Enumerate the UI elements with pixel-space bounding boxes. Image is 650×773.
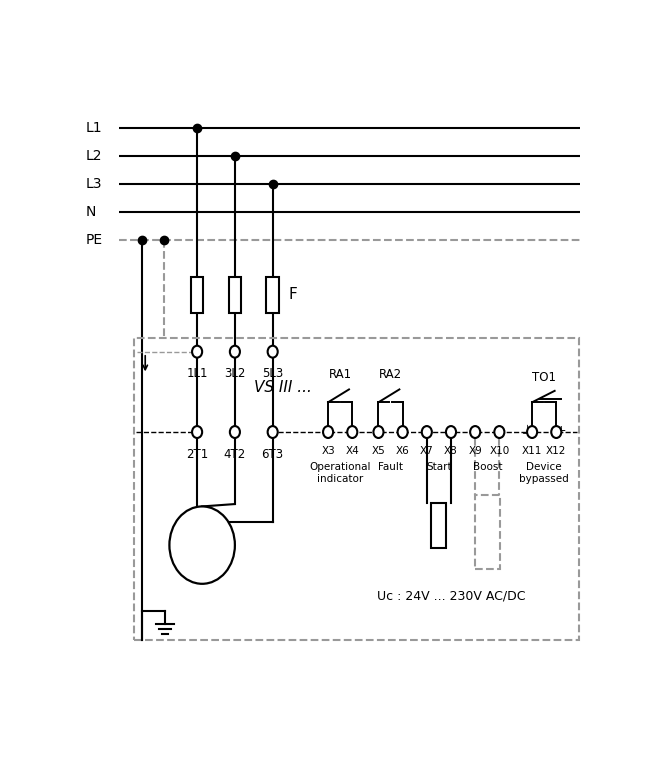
Text: X10: X10 [489,446,510,456]
Circle shape [373,426,384,438]
Text: Operational
indicator: Operational indicator [309,461,371,484]
Text: U⁣c : 24V ... 230V AC/DC: U⁣c : 24V ... 230V AC/DC [377,590,526,603]
Bar [474,495,500,569]
Text: 5L3: 5L3 [262,367,283,380]
Text: Boost: Boost [473,461,502,472]
Text: RA2: RA2 [379,368,402,380]
Text: L2: L2 [85,149,102,163]
Text: VS III ...: VS III ... [254,380,312,395]
Text: L1: L1 [85,121,102,135]
Text: 3 ~: 3 ~ [191,548,213,561]
Text: 6T3: 6T3 [261,448,284,461]
Text: X6: X6 [396,446,410,456]
Circle shape [268,346,278,358]
Circle shape [230,346,240,358]
Circle shape [230,426,240,438]
Circle shape [551,426,562,438]
Bar [229,278,241,313]
Circle shape [192,346,202,358]
Text: 2T1: 2T1 [186,448,208,461]
Text: TO1: TO1 [532,371,556,383]
Text: X4: X4 [345,446,359,456]
Circle shape [446,426,456,438]
Text: Device
bypassed: Device bypassed [519,461,569,484]
Text: X9: X9 [468,446,482,456]
Circle shape [192,426,202,438]
Text: X12: X12 [546,446,566,456]
Text: 3L2: 3L2 [224,367,246,380]
Text: N: N [85,206,96,220]
Text: PE: PE [85,233,103,247]
Circle shape [527,426,537,438]
Text: 1L1: 1L1 [187,367,208,380]
Bar [432,503,447,548]
Text: X8: X8 [444,446,458,456]
Bar [266,278,279,313]
Circle shape [347,426,358,438]
Circle shape [470,426,480,438]
Circle shape [268,426,278,438]
Text: +: + [556,424,566,437]
Text: F: F [289,287,298,302]
Text: M: M [194,530,210,546]
Circle shape [422,426,432,438]
Bar [134,338,579,640]
Bar [191,278,203,313]
Text: X7: X7 [420,446,434,456]
Text: X11: X11 [522,446,542,456]
Circle shape [494,426,504,438]
Text: Start: Start [426,461,452,472]
Circle shape [323,426,333,438]
Circle shape [398,426,408,438]
Text: L3: L3 [85,178,102,192]
Text: ⊥: ⊥ [522,424,533,437]
Text: X5: X5 [372,446,385,456]
Text: X3: X3 [321,446,335,456]
Text: 4T2: 4T2 [224,448,246,461]
Text: Fault: Fault [378,461,403,472]
Circle shape [170,506,235,584]
Text: RA1: RA1 [329,368,352,380]
